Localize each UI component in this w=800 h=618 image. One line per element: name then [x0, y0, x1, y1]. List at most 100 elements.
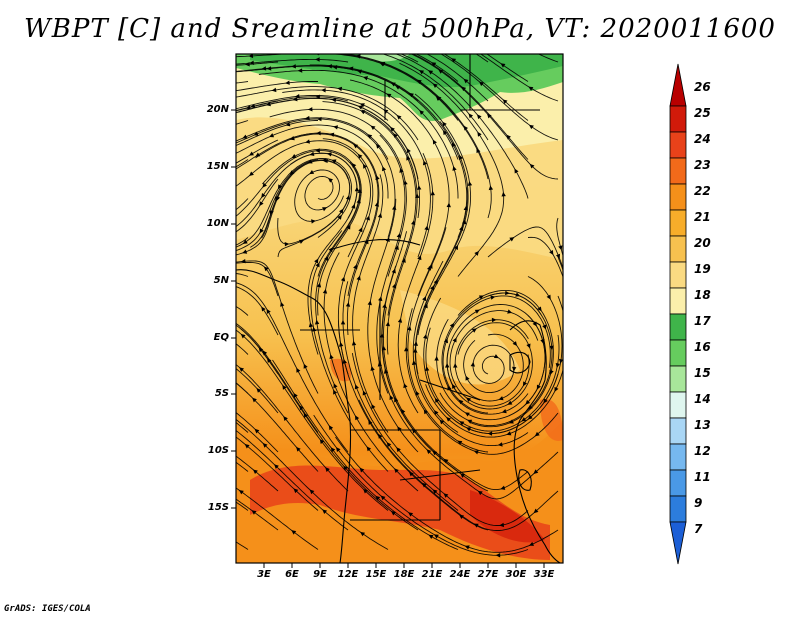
streamline-arrow: [253, 131, 259, 136]
streamline-arrow: [430, 285, 435, 291]
streamline-arrow: [378, 433, 383, 439]
streamline: [350, 79, 450, 297]
streamline: [236, 541, 249, 550]
colorbar-label: 22: [694, 184, 711, 198]
lat-label: 20N: [206, 104, 229, 115]
streamline-arrow: [380, 61, 386, 67]
streamline-arrow: [382, 166, 387, 172]
streamline-arrow: [452, 165, 457, 171]
streamline-arrow: [413, 341, 419, 346]
streamline-arrow: [473, 523, 479, 528]
lon-label: 27E: [477, 569, 499, 580]
colorbar-label: 12: [694, 444, 711, 458]
streamline-arrow: [443, 338, 449, 344]
streamline: [426, 54, 489, 102]
lat-label: EQ: [213, 332, 229, 343]
colorbar-swatch: [669, 391, 687, 419]
streamline-arrow: [452, 337, 457, 343]
streamline-arrow: [508, 419, 514, 424]
streamline-arrow: [403, 180, 408, 185]
streamline-arrow: [367, 300, 372, 306]
colorbar-swatch: [669, 157, 687, 185]
streamline-arrow: [292, 97, 298, 102]
streamline: [236, 498, 279, 531]
streamline-arrow: [505, 290, 510, 296]
streamline-arrow: [411, 220, 416, 225]
streamline-arrow: [460, 473, 466, 478]
streamline-arrow: [332, 65, 338, 70]
streamline: [236, 262, 279, 297]
streamline-arrow: [554, 386, 559, 392]
streamline-arrow: [284, 241, 290, 247]
streamline: [323, 252, 419, 492]
colorbar-label: 11: [694, 470, 711, 484]
colorbar-label: 17: [694, 314, 711, 328]
streamline-arrow: [259, 228, 264, 234]
streamline: [290, 152, 358, 355]
streamline-arrow: [309, 151, 315, 157]
streamline-arrow: [252, 469, 258, 475]
streamline: [527, 236, 563, 279]
streamline-arrow: [357, 188, 363, 193]
streamline-arrow: [340, 276, 346, 282]
streamline: [395, 54, 529, 199]
streamline: [425, 327, 560, 432]
streamline-arrow: [479, 81, 484, 87]
streamline: [381, 265, 489, 492]
streamline-arrow: [463, 125, 469, 131]
streamline-arrow: [443, 458, 449, 464]
streamline-arrow: [392, 205, 397, 210]
streamline-arrow: [408, 471, 414, 477]
streamline: [236, 159, 319, 252]
streamline-arrow: [261, 66, 267, 71]
streamline-arrow: [451, 142, 456, 148]
colorbar-label: 20: [694, 236, 711, 250]
lon-label: 18E: [393, 569, 415, 580]
streamline-arrow: [527, 414, 533, 420]
streamline-arrow: [375, 175, 380, 180]
streamline-arrow: [329, 354, 334, 360]
streamline-arrow: [283, 416, 288, 422]
streamline: [236, 139, 279, 164]
streamline: [412, 260, 529, 447]
streamline: [379, 357, 559, 500]
streamline-arrow: [533, 508, 539, 514]
streamline-arrow: [285, 80, 290, 85]
streamline-arrow: [534, 431, 540, 437]
streamline: [236, 157, 352, 248]
streamline-arrow: [501, 191, 506, 197]
streamline-arrow: [328, 178, 333, 183]
streamline-arrow: [409, 92, 414, 98]
streamline-arrow: [359, 467, 365, 473]
streamline-arrow: [365, 215, 370, 221]
colorbar-swatch: [669, 287, 687, 315]
streamline: [425, 295, 563, 438]
streamline-arrow: [514, 168, 519, 174]
streamline-arrow: [537, 306, 542, 312]
streamline: [294, 169, 344, 222]
streamline-arrow: [289, 136, 295, 141]
streamline-arrow: [421, 482, 427, 488]
streamline: [423, 297, 559, 434]
streamline-arrow: [351, 203, 356, 209]
streamline-arrow: [404, 346, 409, 352]
streamline-arrow: [477, 490, 483, 496]
streamline-arrow: [267, 357, 272, 363]
streamline-arrow: [282, 384, 287, 390]
colorbar-swatch: [669, 131, 687, 159]
map-title: WBPT [C] and Sreamline at 500hPa, VT: 20…: [24, 14, 776, 44]
streamline: [440, 54, 559, 141]
streamline-arrow: [249, 171, 254, 177]
streamline-arrow: [463, 205, 468, 211]
streamline-arrow: [299, 239, 305, 244]
colorbar-swatch: [669, 313, 687, 341]
streamline-arrow: [533, 469, 539, 475]
streamline-arrow: [340, 319, 346, 325]
streamline-arrow: [351, 340, 357, 346]
streamline: [335, 436, 559, 553]
streamline-arrow: [242, 239, 248, 244]
streamline-arrow: [491, 317, 497, 323]
streamline-arrow: [487, 113, 492, 119]
streamline-arrow: [407, 325, 412, 331]
streamline-arrow: [367, 134, 373, 139]
